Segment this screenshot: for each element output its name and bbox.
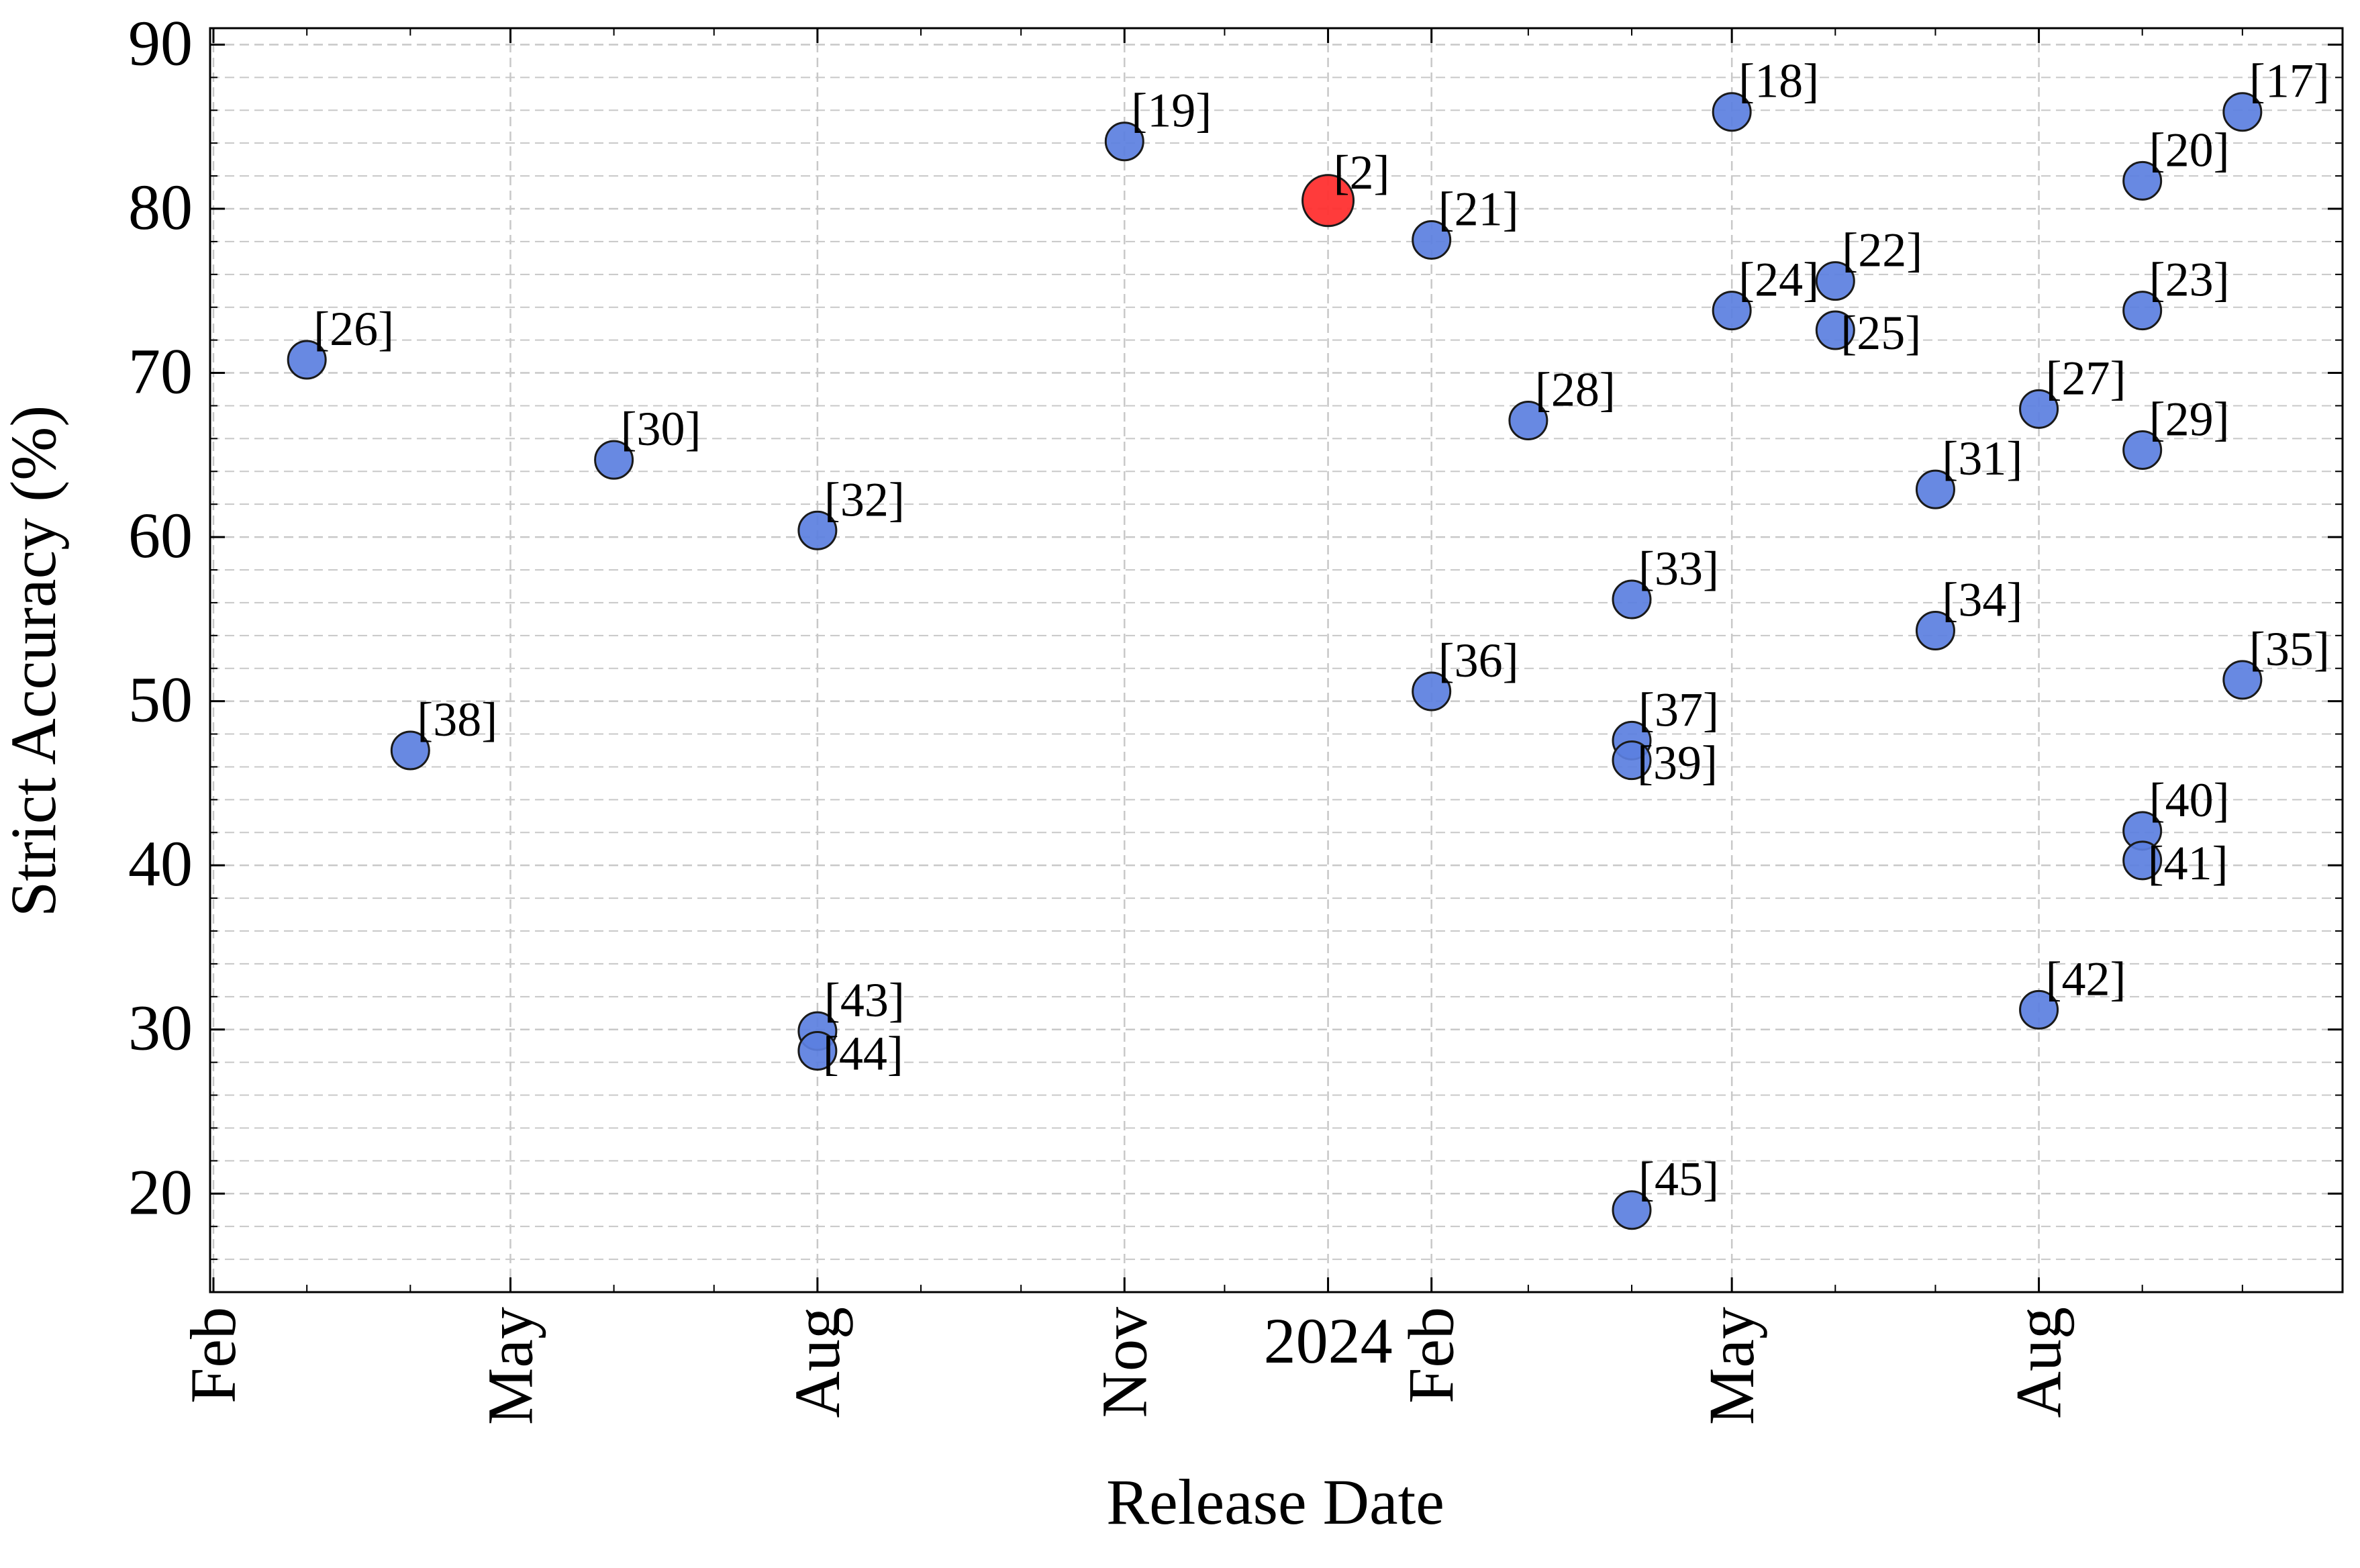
x-tick-label: Feb bbox=[1395, 1307, 1467, 1404]
data-point bbox=[1712, 92, 1752, 132]
plot-frame bbox=[209, 27, 2344, 1293]
x-tick-label: Feb bbox=[177, 1307, 249, 1404]
point-label: [40] bbox=[2149, 773, 2230, 827]
point-label: [42] bbox=[2046, 952, 2126, 1006]
y-axis-label: Strict Accuracy (%) bbox=[0, 405, 69, 917]
data-point bbox=[2122, 291, 2163, 331]
point-label: [33] bbox=[1638, 542, 1719, 595]
data-point bbox=[1915, 469, 1955, 509]
data-point bbox=[2019, 989, 2059, 1030]
point-label: [20] bbox=[2149, 123, 2230, 177]
point-label: [31] bbox=[1942, 432, 2022, 485]
data-point bbox=[1815, 310, 1855, 350]
point-label: [21] bbox=[1438, 182, 1519, 236]
y-tick-label: 60 bbox=[128, 499, 193, 571]
data-point bbox=[1508, 400, 1548, 440]
y-tick-label: 80 bbox=[128, 171, 193, 243]
y-tick-label: 70 bbox=[128, 336, 193, 407]
y-tick-labels: 20 30 40 50 60 70 80 90 bbox=[128, 7, 193, 1228]
grid-lines bbox=[210, 28, 2343, 1292]
x-tick-labels: Feb May Aug Nov 2024 Feb May Aug bbox=[177, 1305, 2075, 1425]
data-point bbox=[1612, 740, 1652, 781]
point-label: [34] bbox=[1942, 573, 2022, 626]
point-label: [41] bbox=[2148, 836, 2228, 890]
point-label: [27] bbox=[2046, 351, 2126, 405]
point-label: [26] bbox=[313, 302, 394, 356]
point-label: [32] bbox=[824, 473, 905, 526]
data-point bbox=[1915, 610, 1955, 650]
data-point bbox=[2019, 389, 2059, 429]
data-point bbox=[1412, 219, 1452, 260]
y-tick-label: 50 bbox=[128, 664, 193, 736]
x-tick-label: Aug bbox=[2003, 1307, 2075, 1418]
point-label: [28] bbox=[1535, 362, 1616, 416]
point-label: [37] bbox=[1638, 683, 1719, 736]
point-label: [35] bbox=[2249, 622, 2330, 676]
x-tick-label: Aug bbox=[781, 1307, 853, 1418]
x-axis-label: Release Date bbox=[1106, 1466, 1444, 1538]
point-label: [30] bbox=[621, 402, 701, 456]
axis-ticks bbox=[210, 28, 2343, 1292]
data-point bbox=[1612, 579, 1652, 620]
data-point bbox=[2222, 660, 2263, 700]
y-tick-label: 20 bbox=[128, 1156, 193, 1228]
point-label: [23] bbox=[2149, 253, 2230, 307]
data-point bbox=[2122, 160, 2163, 201]
data-point bbox=[1815, 261, 1855, 301]
data-points bbox=[287, 92, 2263, 1230]
point-label: [18] bbox=[1738, 54, 1819, 108]
data-point bbox=[287, 340, 327, 380]
point-label: [43] bbox=[824, 973, 905, 1027]
data-labels: [17] [18] [19] [2] [20] [21] [22] [23] [24] [25] [… bbox=[313, 54, 2330, 1206]
x-tick-label: 2024 bbox=[1264, 1305, 1393, 1377]
y-tick-label: 30 bbox=[128, 992, 193, 1064]
point-label: [25] bbox=[1840, 306, 1921, 360]
point-label: [44] bbox=[823, 1027, 903, 1081]
data-point bbox=[2122, 840, 2163, 881]
point-label: [36] bbox=[1438, 634, 1519, 687]
x-tick-label: May bbox=[474, 1307, 546, 1425]
data-point bbox=[1412, 671, 1452, 712]
highlighted-point bbox=[1301, 174, 1355, 228]
data-point bbox=[2122, 430, 2163, 470]
point-label: [22] bbox=[1842, 224, 1922, 277]
point-label: [45] bbox=[1638, 1153, 1719, 1206]
y-tick-label: 40 bbox=[128, 828, 193, 899]
y-tick-label: 90 bbox=[128, 7, 193, 79]
point-label: [38] bbox=[417, 693, 497, 746]
data-point bbox=[797, 510, 838, 550]
point-label: [2] bbox=[1334, 146, 1390, 199]
point-label: [19] bbox=[1131, 84, 1212, 138]
x-tick-label: May bbox=[1695, 1307, 1767, 1425]
point-label: [39] bbox=[1637, 736, 1718, 790]
data-point bbox=[797, 1031, 838, 1071]
point-label: [29] bbox=[2149, 392, 2230, 446]
x-tick-label: Nov bbox=[1088, 1307, 1160, 1418]
point-label: [24] bbox=[1738, 253, 1819, 307]
data-point bbox=[390, 730, 430, 771]
data-point bbox=[1104, 121, 1144, 162]
data-point bbox=[1712, 291, 1752, 331]
data-point bbox=[2222, 92, 2263, 132]
data-point bbox=[594, 440, 634, 480]
data-point bbox=[1612, 1190, 1652, 1230]
point-label: [17] bbox=[2249, 54, 2330, 108]
